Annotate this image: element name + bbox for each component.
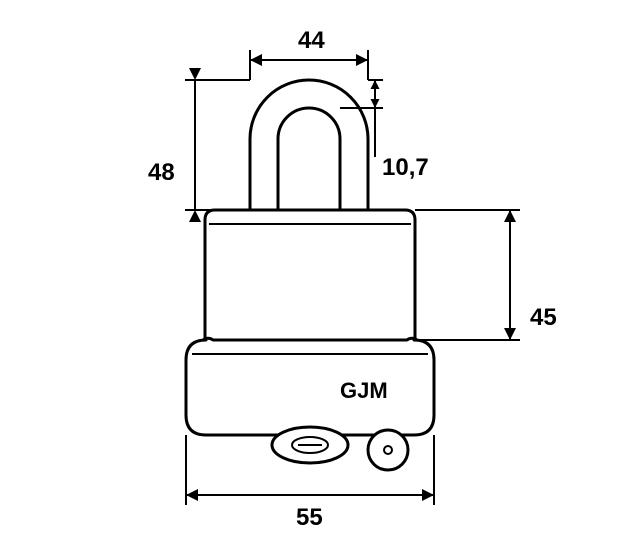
dim-shackle-width: 44 xyxy=(298,27,325,54)
dim-shackle-thickness: 10,7 xyxy=(382,154,429,181)
dim-shackle-height: 48 xyxy=(148,159,175,186)
dim-base-width: 55 xyxy=(296,504,323,531)
brand-label: GJM xyxy=(340,378,388,403)
dim-body-half-height: 45 xyxy=(530,304,557,331)
